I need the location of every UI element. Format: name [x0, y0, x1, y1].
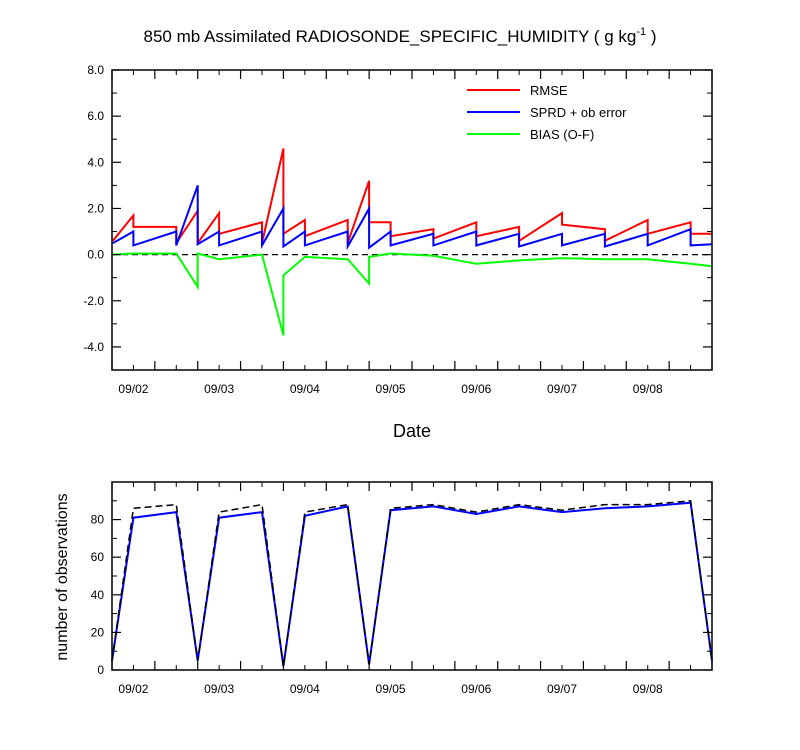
top-xtick-label-5: 09/07	[547, 382, 577, 396]
legend-label-1: SPRD + ob error	[530, 105, 627, 120]
bottom-xtick-label-6: 09/08	[633, 682, 663, 696]
top-xtick-label-2: 09/04	[290, 382, 320, 396]
top-ytick-label-4: 0.0	[87, 248, 104, 262]
top-xtick-label-0: 09/02	[118, 382, 148, 396]
top-ytick-label-5: -2.0	[83, 294, 104, 308]
top-ytick-label-6: -4.0	[83, 340, 104, 354]
bottom-ytick-label-3: 60	[91, 550, 105, 564]
top-panel-series	[112, 148, 713, 336]
bottom-series-0-line	[111, 501, 713, 667]
top-xtick-label-6: 09/08	[633, 382, 663, 396]
bottom-xtick-label-4: 09/06	[461, 682, 491, 696]
top-xaxis-label: Date	[393, 421, 431, 441]
legend-label-0: RMSE	[530, 83, 568, 98]
legend-label-2: BIAS (O-F)	[530, 127, 594, 142]
top-ytick-label-3: 2.0	[87, 201, 104, 215]
bottom-xtick-label-2: 09/04	[290, 682, 320, 696]
chart-title-main: 850 mb Assimilated RADIOSONDE_SPECIFIC_H…	[144, 27, 637, 46]
top-ytick-label-0: 8.0	[87, 63, 104, 77]
top-xtick-label-1: 09/03	[204, 382, 234, 396]
top-ytick-label-1: 6.0	[87, 109, 104, 123]
bottom-ytick-label-1: 20	[91, 625, 105, 639]
bottom-panel-axes: 0 20 40 60 80 09/02 09/03 09/04 09/05 09/06 09/07 0…	[91, 481, 713, 696]
top-xtick-label-4: 09/06	[461, 382, 491, 396]
bottom-ytick-label-0: 0	[97, 663, 104, 677]
bottom-xtick-label-0: 09/02	[118, 682, 148, 696]
top-ytick-label-2: 4.0	[87, 155, 104, 169]
bottom-series-1-line	[111, 499, 713, 667]
chart-title: 850 mb Assimilated RADIOSONDE_SPECIFIC_H…	[144, 26, 657, 46]
top-xtick-label-3: 09/05	[376, 382, 406, 396]
top-series-0-line	[112, 148, 712, 247]
bottom-ytick-label-4: 80	[91, 513, 105, 527]
top-series-2-line	[112, 252, 713, 336]
bottom-plot-frame	[111, 481, 713, 671]
chart-title-suffix: )	[646, 27, 656, 46]
bottom-yaxis-label: number of observations	[54, 493, 71, 660]
bottom-xtick-label-5: 09/07	[547, 682, 577, 696]
top-panel-axes: 8.0 6.0 4.0 2.0 0.0 -2.0 -4.0 09/02 09/03 09/04 09…	[83, 63, 713, 396]
top-series-1-line	[112, 185, 713, 251]
bottom-ytick-label-2: 40	[91, 588, 105, 602]
chart-title-sup: -1	[636, 26, 646, 38]
bottom-xtick-label-1: 09/03	[204, 682, 234, 696]
bottom-xtick-label-3: 09/05	[376, 682, 406, 696]
top-panel-legend: RMSE SPRD + ob error BIAS (O-F)	[467, 83, 627, 142]
bottom-panel-series	[111, 499, 713, 667]
